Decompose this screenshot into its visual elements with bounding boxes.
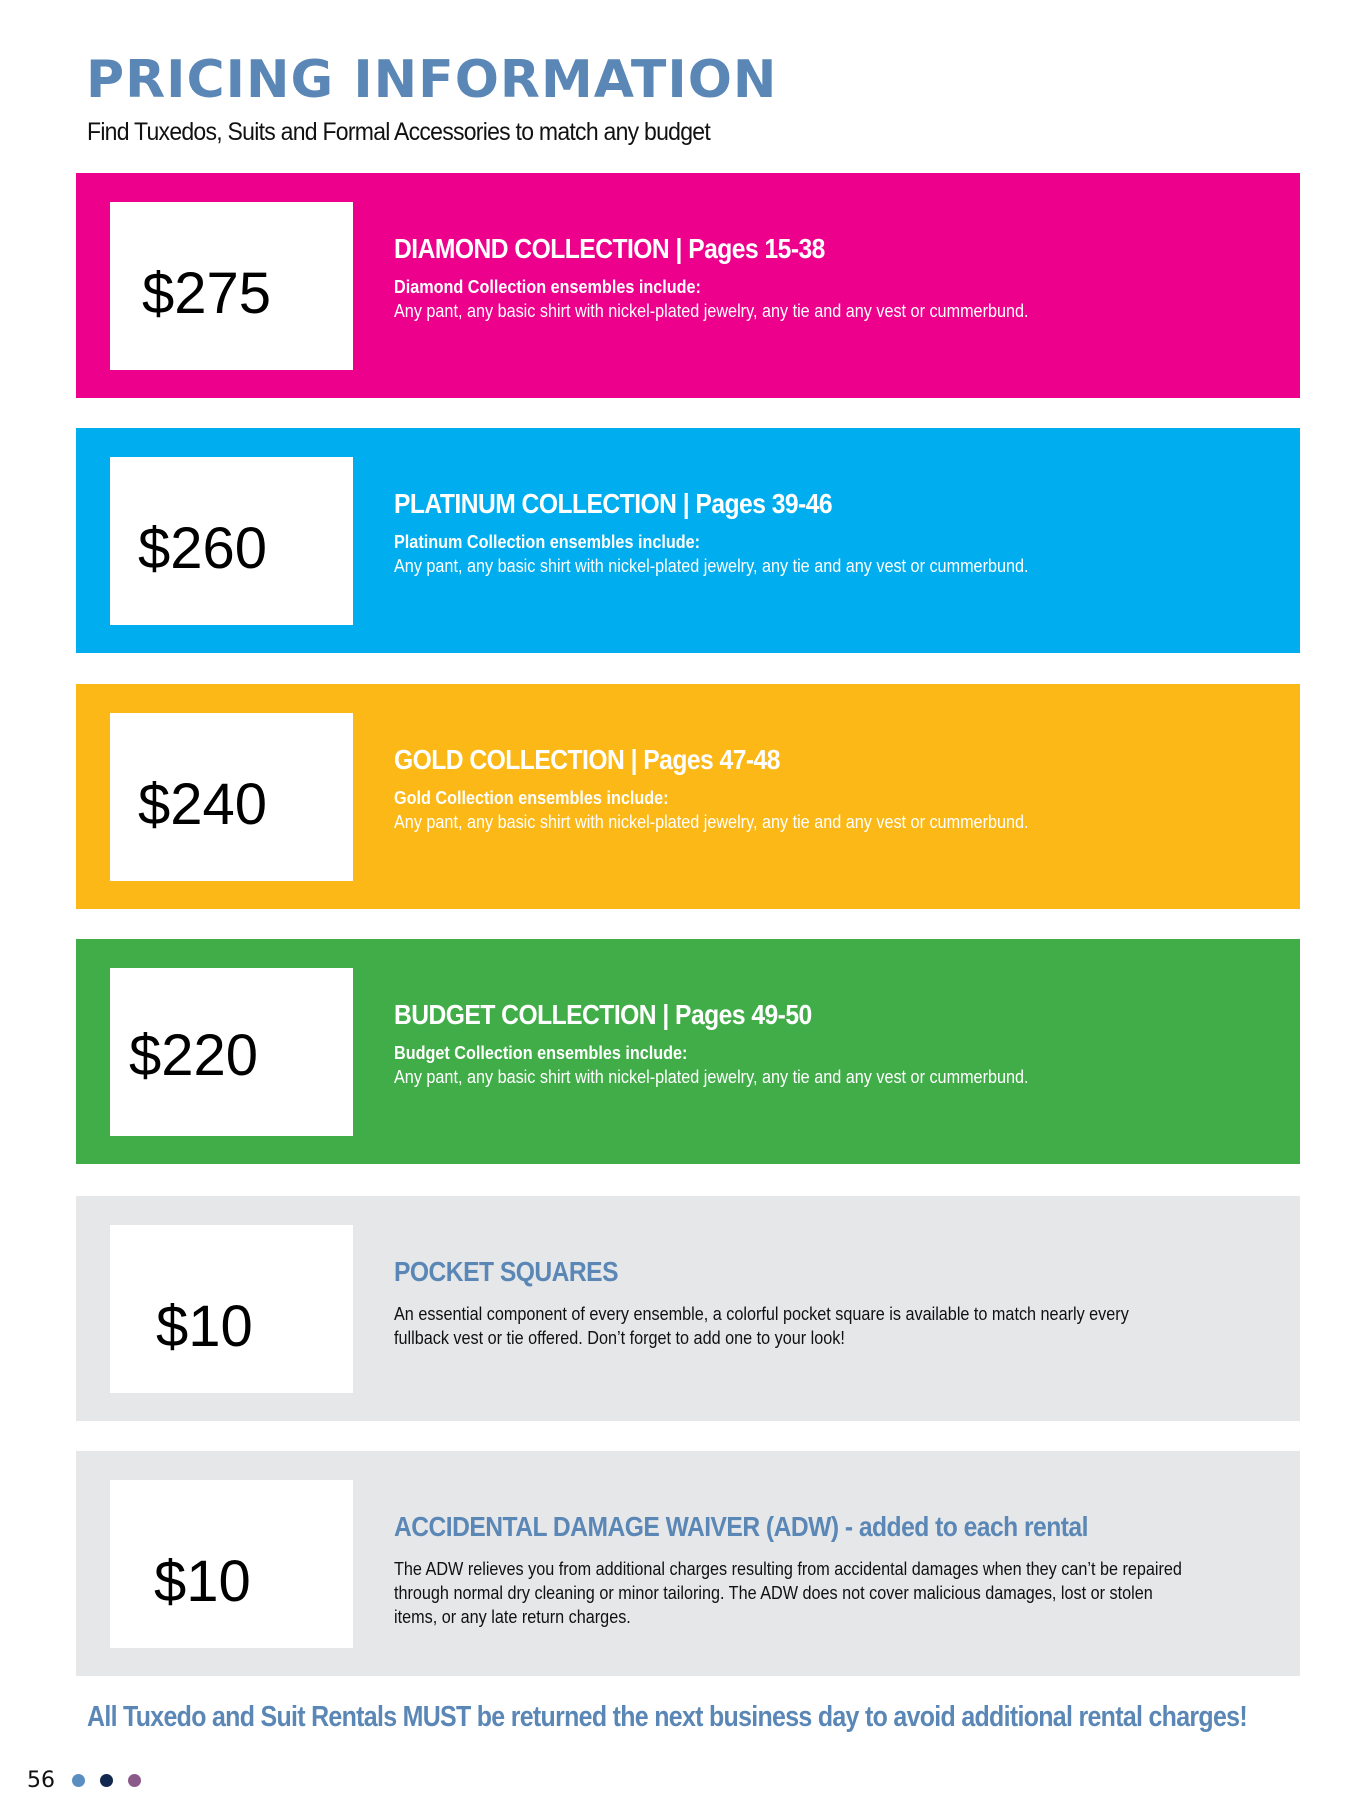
collection-heading: DIAMOND COLLECTION | Pages 15-38	[394, 233, 825, 264]
price: $260	[138, 516, 268, 581]
collection-heading: GOLD COLLECTION | Pages 47-48	[394, 744, 780, 775]
return-policy-note: All Tuxedo and Suit Rentals MUST be retu…	[87, 1701, 1248, 1733]
page-number: 56	[27, 1768, 55, 1793]
extra-description: An essential component of every ensemble…	[394, 1304, 1129, 1348]
collection-subheading: Platinum Collection ensembles include:	[394, 532, 701, 552]
collection-subheading: Diamond Collection ensembles include:	[394, 277, 701, 297]
price-box: $260	[110, 457, 353, 625]
page-title: PRICING INFORMATION	[86, 50, 778, 110]
price: $275	[142, 261, 272, 326]
price: $220	[129, 1023, 259, 1088]
price: $240	[138, 772, 268, 837]
price-box: $10	[110, 1225, 353, 1393]
adw-band: $10 ACCIDENTAL DAMAGE WAIVER (ADW) - add…	[76, 1451, 1300, 1676]
price-box: $220	[110, 968, 353, 1136]
page-subtitle: Find Tuxedos, Suits and Formal Accessori…	[87, 118, 711, 146]
collection-description: Any pant, any basic shirt with nickel-pl…	[394, 812, 1029, 832]
collection-description: Any pant, any basic shirt with nickel-pl…	[394, 1067, 1029, 1087]
dot-icon	[128, 1774, 141, 1787]
price-box: $275	[110, 202, 353, 370]
extra-description: The ADW relieves you from additional cha…	[394, 1559, 1182, 1627]
price-box: $10	[110, 1480, 353, 1648]
price: $10	[154, 1549, 251, 1614]
collection-description: Any pant, any basic shirt with nickel-pl…	[394, 556, 1029, 576]
pocket-squares-band: $10 POCKET SQUARES An essential component…	[76, 1196, 1300, 1421]
dot-icon	[72, 1774, 85, 1787]
budget-collection-band: $220 BUDGET COLLECTION | Pages 49-50 Budg…	[76, 939, 1300, 1164]
extra-heading: ACCIDENTAL DAMAGE WAIVER (ADW) - added t…	[394, 1511, 1088, 1542]
collection-heading: PLATINUM COLLECTION | Pages 39-46	[394, 488, 833, 519]
dot-icon	[100, 1774, 113, 1787]
collection-heading: BUDGET COLLECTION | Pages 49-50	[394, 999, 812, 1030]
collection-description: Any pant, any basic shirt with nickel-pl…	[394, 301, 1029, 321]
extra-heading: POCKET SQUARES	[394, 1256, 619, 1287]
platinum-collection-band: $260 PLATINUM COLLECTION | Pages 39-46 Pl…	[76, 428, 1300, 653]
collection-subheading: Gold Collection ensembles include:	[394, 788, 669, 808]
collection-subheading: Budget Collection ensembles include:	[394, 1043, 688, 1063]
price: $10	[156, 1294, 253, 1359]
price-box: $240	[110, 713, 353, 881]
gold-collection-band: $240 GOLD COLLECTION | Pages 47-48 Gold C…	[76, 684, 1300, 909]
diamond-collection-band: $275 DIAMOND COLLECTION | Pages 15-38 Dia…	[76, 173, 1300, 398]
